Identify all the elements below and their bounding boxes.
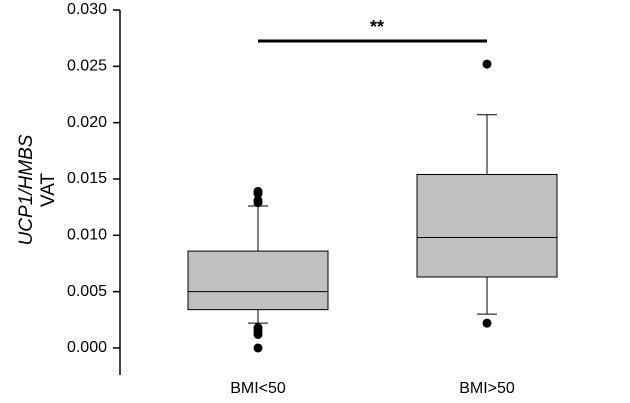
y-axis-label-2: VAT (38, 173, 59, 208)
outlier (253, 189, 263, 199)
y-tick-label: 0.000 (67, 339, 107, 356)
y-axis-label: UCP1/HMBS (16, 134, 37, 245)
y-tick-label: 0.025 (67, 58, 107, 75)
outlier (253, 329, 263, 339)
y-tick-label: 0.015 (67, 170, 107, 187)
outlier (253, 198, 263, 208)
y-tick-label: 0.010 (67, 227, 107, 244)
outlier (482, 318, 492, 328)
box (187, 250, 329, 311)
y-tick-label: 0.030 (67, 1, 107, 18)
x-tick-label: BMI>50 (459, 380, 515, 397)
y-tick-label: 0.005 (67, 283, 107, 300)
outlier (253, 343, 263, 353)
outlier (482, 59, 492, 69)
y-axis-title: UCP1/HMBS VAT (16, 134, 59, 245)
y-tick-label: 0.020 (67, 114, 107, 131)
x-tick-label: BMI<50 (230, 380, 286, 397)
box (416, 173, 558, 278)
significance-label: ** (370, 17, 384, 37)
